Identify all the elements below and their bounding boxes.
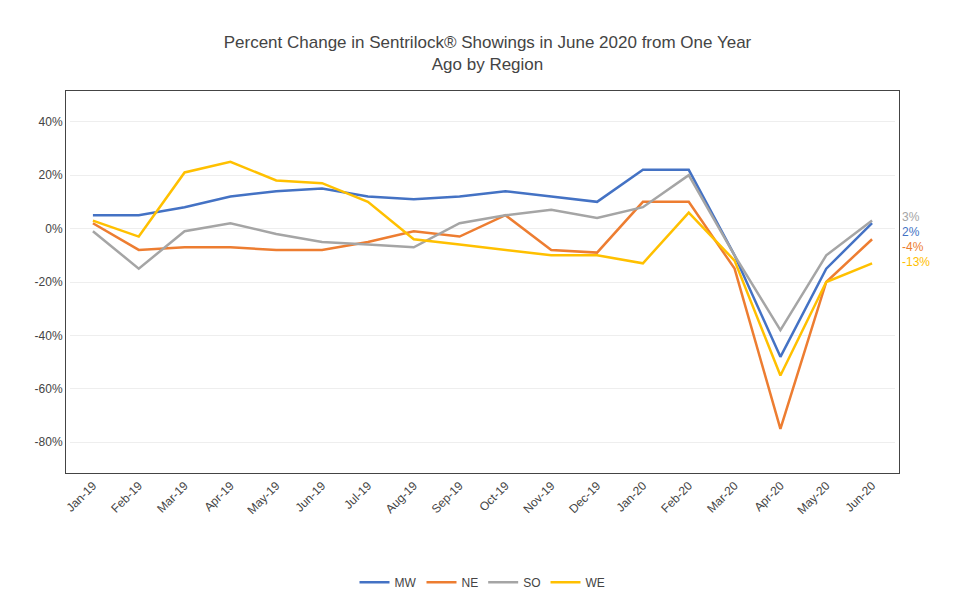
svg-text:0%: 0% (45, 222, 63, 236)
svg-text:Nov-19: Nov-19 (520, 479, 557, 516)
svg-text:SO: SO (523, 576, 540, 590)
svg-text:20%: 20% (39, 168, 63, 182)
svg-text:2%: 2% (902, 225, 920, 239)
svg-text:-20%: -20% (35, 275, 63, 289)
svg-text:-60%: -60% (35, 382, 63, 396)
svg-text:Feb-19: Feb-19 (108, 479, 145, 516)
svg-text:-4%: -4% (902, 240, 924, 254)
svg-text:3%: 3% (902, 210, 920, 224)
svg-text:Apr-19: Apr-19 (201, 479, 237, 515)
svg-text:May-20: May-20 (794, 479, 832, 517)
svg-text:MW: MW (395, 576, 417, 590)
svg-text:Mar-19: Mar-19 (154, 479, 191, 516)
svg-text:-13%: -13% (902, 255, 930, 269)
svg-text:Jun-20: Jun-20 (843, 479, 879, 515)
svg-text:Aug-19: Aug-19 (383, 479, 420, 516)
svg-text:Percent Change in Sentrilock®: Percent Change in Sentrilock® Showings i… (224, 33, 752, 74)
svg-text:Jun-19: Jun-19 (293, 479, 329, 515)
svg-text:Feb-20: Feb-20 (658, 479, 695, 516)
svg-text:-80%: -80% (35, 435, 63, 449)
svg-text:Jan-19: Jan-19 (63, 479, 99, 515)
svg-text:Jul-19: Jul-19 (341, 479, 374, 512)
svg-text:NE: NE (461, 576, 478, 590)
svg-text:Sep-19: Sep-19 (429, 479, 466, 516)
svg-text:Oct-19: Oct-19 (476, 479, 512, 515)
svg-text:40%: 40% (39, 115, 63, 129)
svg-text:Mar-20: Mar-20 (704, 479, 741, 516)
svg-text:May-19: May-19 (244, 479, 282, 517)
svg-text:Dec-19: Dec-19 (566, 479, 603, 516)
svg-text:Jan-20: Jan-20 (613, 479, 649, 515)
svg-text:-40%: -40% (35, 329, 63, 343)
svg-text:WE: WE (586, 576, 605, 590)
svg-text:Apr-20: Apr-20 (751, 479, 787, 515)
